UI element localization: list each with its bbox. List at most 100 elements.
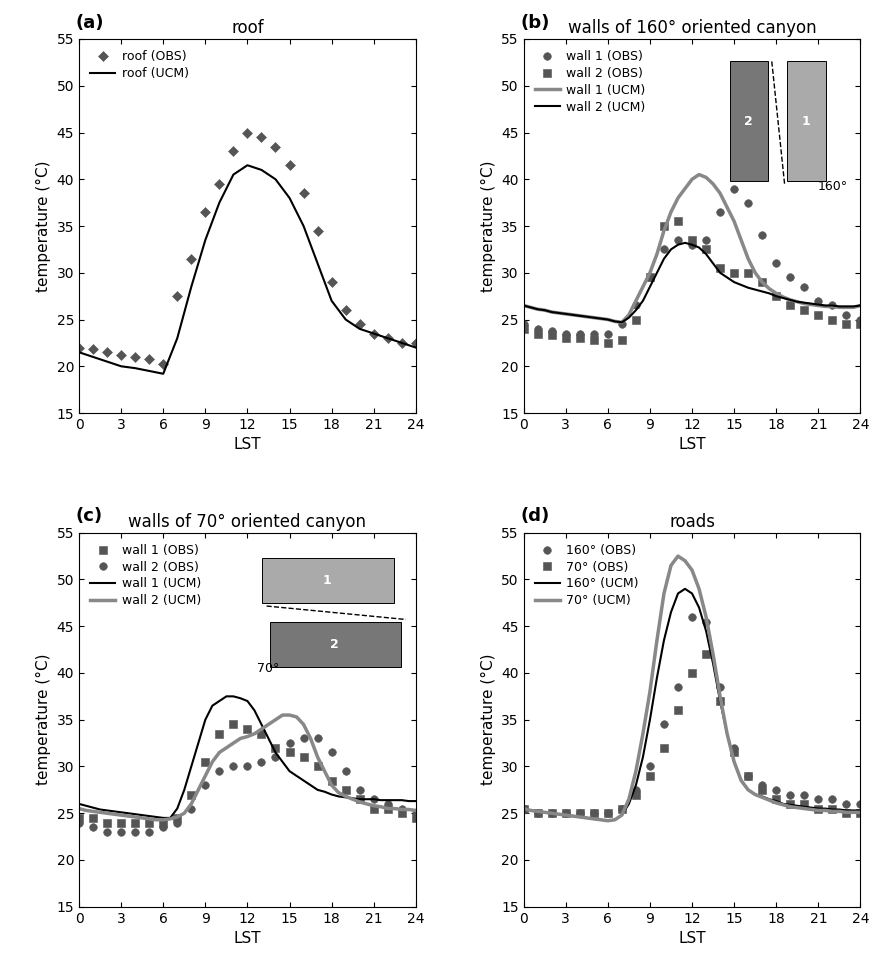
- 70° (OBS): [840, 807, 851, 819]
- wall 2 (UCM): [396, 803, 407, 815]
- wall 2 (OBS): [172, 817, 182, 829]
- wall 1 (OBS): [700, 234, 710, 246]
- wall 2 (UCM): [109, 808, 119, 820]
- 160° (UCM): [567, 810, 577, 822]
- 70° (UCM): [770, 798, 781, 809]
- 160° (UCM): [517, 802, 528, 814]
- 70° (UCM): [700, 611, 710, 623]
- 70° (OBS): [644, 770, 654, 782]
- wall 1 (UCM): [658, 225, 668, 237]
- wall 1 (OBS): [312, 760, 323, 772]
- 70° (UCM): [560, 809, 570, 821]
- wall 1 (UCM): [588, 312, 598, 324]
- wall 1 (UCM): [616, 317, 626, 329]
- wall 2 (UCM): [735, 279, 745, 291]
- 70° (UCM): [728, 756, 738, 767]
- 70° (OBS): [826, 802, 837, 814]
- wall 2 (UCM): [375, 800, 386, 812]
- wall 1 (UCM): [235, 692, 246, 704]
- roof (OBS): [312, 225, 323, 237]
- wall 2 (UCM): [340, 791, 351, 802]
- wall 1 (UCM): [714, 187, 724, 199]
- wall 1 (UCM): [137, 809, 147, 821]
- 160° (UCM): [840, 804, 851, 816]
- wall 1 (UCM): [263, 732, 274, 744]
- wall 2 (OBS): [686, 234, 696, 246]
- roof (UCM): [200, 234, 210, 246]
- wall 1 (UCM): [609, 316, 619, 328]
- wall 1 (UCM): [186, 760, 196, 772]
- wall 2 (OBS): [256, 756, 267, 767]
- wall 1 (UCM): [200, 714, 210, 725]
- wall 1 (UCM): [531, 303, 542, 315]
- wall 1 (UCM): [410, 796, 421, 807]
- 160° (UCM): [665, 606, 675, 618]
- wall 2 (UCM): [630, 304, 640, 316]
- wall 1 (UCM): [123, 807, 133, 819]
- 70° (UCM): [595, 814, 605, 826]
- wall 1 (UCM): [116, 806, 126, 818]
- wall 1 (UCM): [637, 281, 647, 292]
- wall 2 (UCM): [88, 805, 98, 817]
- wall 2 (OBS): [130, 826, 140, 838]
- roof (OBS): [368, 328, 379, 339]
- roof (UCM): [158, 368, 168, 379]
- roof (UCM): [368, 328, 379, 339]
- wall 2 (UCM): [602, 314, 612, 326]
- wall 2 (OBS): [728, 267, 738, 279]
- wall 2 (UCM): [158, 814, 168, 826]
- wall 2 (UCM): [805, 297, 816, 309]
- Line: wall 2 (OBS): wall 2 (OBS): [519, 217, 863, 347]
- wall 1 (UCM): [545, 306, 556, 318]
- roof (UCM): [396, 337, 407, 349]
- wall 1 (UCM): [854, 299, 865, 311]
- wall 2 (UCM): [291, 711, 302, 722]
- wall 2 (UCM): [221, 742, 232, 754]
- wall 2 (UCM): [200, 770, 210, 782]
- 70° (UCM): [567, 810, 577, 822]
- wall 1 (OBS): [517, 319, 528, 331]
- wall 1 (UCM): [361, 794, 372, 805]
- 70° (OBS): [770, 794, 781, 805]
- wall 2 (OBS): [214, 765, 225, 777]
- 160° (UCM): [609, 814, 619, 826]
- wall 2 (UCM): [707, 257, 717, 269]
- roof (OBS): [270, 140, 281, 152]
- 160° (OBS): [770, 784, 781, 796]
- wall 1 (UCM): [819, 300, 830, 312]
- Line: wall 1 (OBS): wall 1 (OBS): [75, 721, 419, 827]
- Text: (a): (a): [75, 14, 104, 31]
- 70° (OBS): [588, 807, 598, 819]
- wall 1 (UCM): [165, 812, 175, 824]
- Line: wall 2 (OBS): wall 2 (OBS): [75, 734, 419, 836]
- Line: 160° (UCM): 160° (UCM): [523, 589, 859, 821]
- wall 1 (UCM): [581, 311, 591, 323]
- wall 2 (UCM): [777, 292, 788, 304]
- 160° (UCM): [798, 800, 809, 812]
- Text: (b): (b): [520, 14, 549, 31]
- 70° (UCM): [805, 803, 816, 815]
- 160° (UCM): [777, 799, 788, 810]
- 70° (OBS): [658, 742, 668, 754]
- 70° (OBS): [854, 807, 865, 819]
- wall 2 (UCM): [651, 267, 661, 279]
- wall 1 (UCM): [179, 784, 189, 796]
- wall 2 (UCM): [284, 709, 295, 721]
- wall 1 (OBS): [228, 719, 239, 730]
- X-axis label: LST: LST: [233, 931, 261, 946]
- wall 2 (OBS): [354, 784, 365, 796]
- 70° (UCM): [658, 588, 668, 600]
- wall 1 (UCM): [256, 719, 267, 730]
- Title: walls of 160° oriented canyon: walls of 160° oriented canyon: [567, 20, 816, 37]
- wall 1 (UCM): [798, 297, 809, 309]
- wall 1 (OBS): [354, 794, 365, 805]
- 160° (UCM): [588, 813, 598, 825]
- wall 1 (UCM): [644, 267, 654, 279]
- 160° (UCM): [812, 802, 823, 814]
- wall 2 (UCM): [581, 311, 591, 323]
- roof (OBS): [242, 127, 253, 138]
- wall 2 (UCM): [165, 813, 175, 825]
- wall 2 (UCM): [679, 237, 689, 249]
- wall 2 (OBS): [340, 765, 351, 777]
- wall 2 (UCM): [749, 284, 759, 295]
